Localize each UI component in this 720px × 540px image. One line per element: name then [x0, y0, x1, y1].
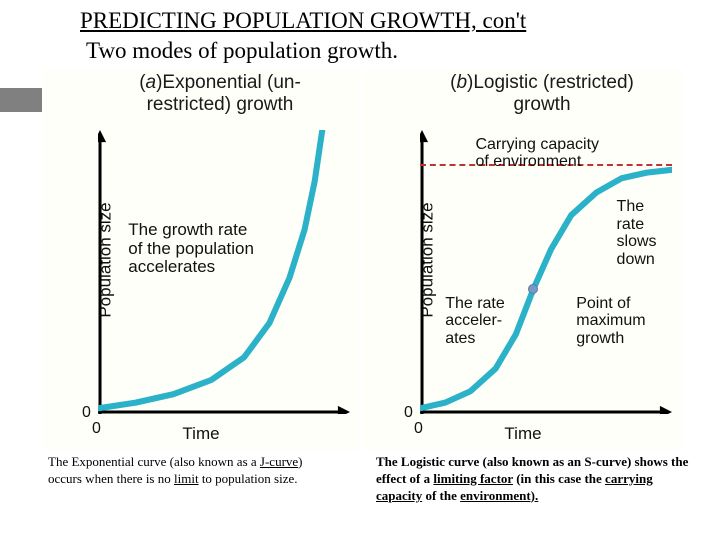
panel-b: (b)Logistic (restricted)growth Populatio…	[364, 70, 682, 450]
panel-a-annotation: The growth rateof the populationaccelera…	[128, 221, 254, 277]
caption-left: The Exponential curve (also known as a J…	[48, 454, 338, 488]
charts-row: (a)Exponential (un-restricted) growth Po…	[42, 70, 682, 450]
slide-title: PREDICTING POPULATION GROWTH, con't	[80, 8, 526, 34]
panel-a-zero-x: 0	[92, 420, 101, 438]
caption-right: The Logistic curve (also known as an S-c…	[376, 454, 696, 505]
slide-subtitle: Two modes of population growth.	[86, 38, 398, 64]
max-growth-point	[528, 284, 538, 294]
slow-label: Therateslowsdown	[617, 198, 657, 268]
panel-b-zero-x: 0	[414, 420, 423, 438]
panel-a: (a)Exponential (un-restricted) growth Po…	[42, 70, 360, 450]
accel-label: The rateacceler-ates	[445, 295, 505, 348]
panel-b-zero-y: 0	[404, 404, 413, 422]
panel-b-title: (b)Logistic (restricted)growth	[406, 72, 678, 116]
carrying-capacity-label: Carrying capacityof environment	[475, 136, 599, 171]
panel-b-xlabel: Time	[504, 424, 541, 444]
panel-b-curve	[420, 130, 672, 414]
panel-b-plot: Carrying capacityof environment The rate…	[420, 130, 672, 414]
panel-a-plot: The growth rateof the populationaccelera…	[98, 130, 350, 414]
panel-a-xlabel: Time	[182, 424, 219, 444]
panel-a-zero-y: 0	[82, 404, 91, 422]
max-growth-label: Point ofmaximumgrowth	[576, 295, 645, 348]
panel-a-title: (a)Exponential (un-restricted) growth	[84, 72, 356, 116]
